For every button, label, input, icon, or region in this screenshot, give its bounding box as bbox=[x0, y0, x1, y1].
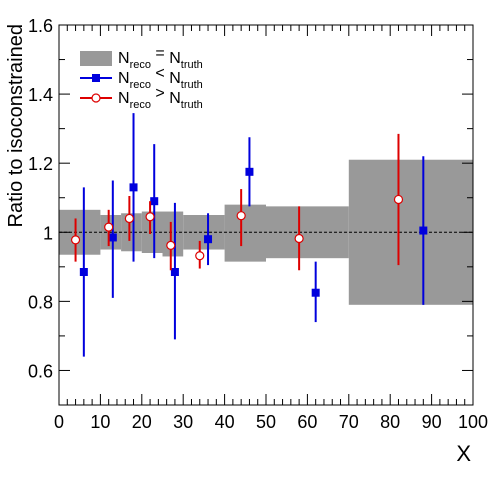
x-tick-label: 50 bbox=[256, 412, 276, 432]
y-tick-label: 0.8 bbox=[28, 292, 53, 312]
legend-item-blue-square: Nreco < Ntruth bbox=[80, 65, 203, 91]
axis-ticks bbox=[58, 24, 474, 406]
x-tick-label: 80 bbox=[380, 412, 400, 432]
data-point bbox=[104, 222, 114, 232]
legend-swatch-marker bbox=[91, 93, 101, 103]
y-tick-label: 1.6 bbox=[28, 16, 53, 36]
data-point bbox=[419, 226, 428, 235]
x-tick-label: 90 bbox=[422, 412, 442, 432]
y-axis-label: Ratio to isoconstrained bbox=[5, 24, 27, 227]
data-point bbox=[124, 213, 134, 224]
x-tick-label: 60 bbox=[297, 412, 317, 432]
series-square bbox=[79, 113, 428, 357]
data-point bbox=[195, 251, 205, 261]
data-point bbox=[236, 211, 246, 221]
series-open-circle bbox=[70, 133, 404, 271]
legend-swatch-band bbox=[80, 51, 112, 66]
x-axis-label: X bbox=[456, 441, 471, 466]
band-bin-6 bbox=[224, 204, 266, 262]
data-point bbox=[129, 183, 138, 192]
y-tick-label: 0.6 bbox=[28, 361, 53, 381]
band-bin-3 bbox=[141, 211, 163, 253]
data-point bbox=[166, 240, 176, 250]
legend-swatch-marker bbox=[92, 74, 100, 82]
x-tick-label: 30 bbox=[173, 412, 193, 432]
data-point bbox=[79, 268, 88, 276]
tick-labels: 0 10 20 30 40 50 60 70 80 90 100 0.6 0.8 1 1.2 1.4 1.6 bbox=[28, 16, 488, 432]
x-tick-label: 20 bbox=[132, 412, 152, 432]
x-tick-label: 70 bbox=[339, 412, 359, 432]
x-tick-label: 0 bbox=[54, 412, 64, 432]
legend-item-red-circle: Nreco > Ntruth bbox=[80, 85, 203, 111]
data-point bbox=[170, 268, 179, 276]
data-point bbox=[150, 197, 159, 206]
data-point bbox=[145, 212, 155, 222]
data-series bbox=[70, 113, 428, 357]
data-point bbox=[204, 235, 213, 244]
data-point bbox=[108, 233, 117, 242]
y-tick-label: 1.4 bbox=[28, 85, 53, 105]
x-tick-label: 100 bbox=[458, 412, 488, 432]
data-point bbox=[311, 288, 320, 297]
x-tick-label: 10 bbox=[90, 412, 110, 432]
legend-label: Nreco > Ntruth bbox=[118, 85, 203, 111]
data-point bbox=[294, 233, 304, 244]
legend-label: Nreco < Ntruth bbox=[118, 65, 203, 91]
data-point bbox=[70, 235, 81, 245]
x-tick-label: 40 bbox=[215, 412, 235, 432]
band-bin-4 bbox=[162, 211, 184, 257]
legend-item-band: Nreco = Ntruth bbox=[80, 45, 203, 71]
y-tick-label: 1.2 bbox=[28, 154, 53, 174]
y-tick-label: 1 bbox=[43, 223, 53, 243]
data-point bbox=[393, 194, 404, 205]
legend-label: Nreco = Ntruth bbox=[118, 45, 203, 71]
data-point bbox=[245, 167, 254, 176]
